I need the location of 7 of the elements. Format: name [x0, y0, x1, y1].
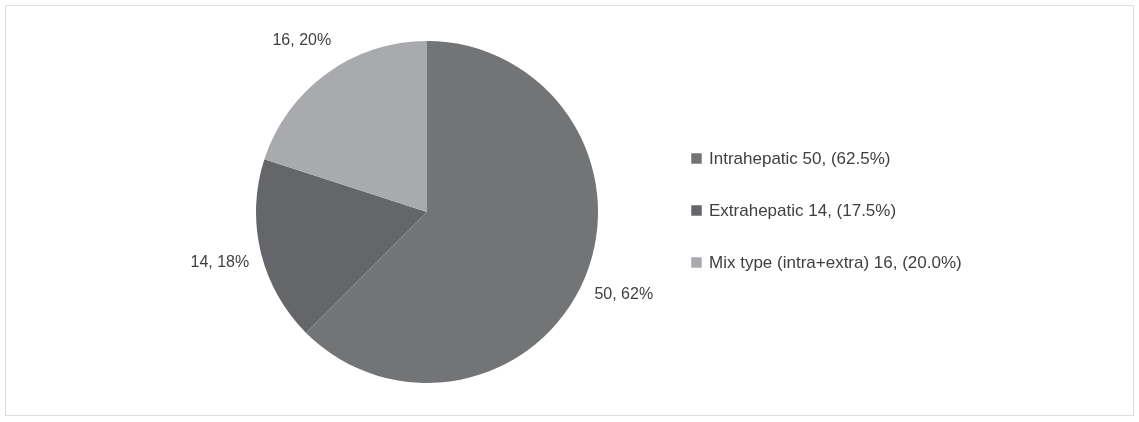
- data-label: 16, 20%: [272, 30, 332, 48]
- legend-label: Mix type (intra+extra) 16, (20.0%): [709, 252, 962, 272]
- data-label: 14, 18%: [190, 252, 250, 270]
- data-label: 50, 62%: [594, 284, 654, 302]
- legend-label: Intrahepatic 50, (62.5%): [709, 148, 891, 168]
- pie-slice: [256, 159, 427, 333]
- legend-label: Extrahepatic 14, (17.5%): [709, 200, 897, 220]
